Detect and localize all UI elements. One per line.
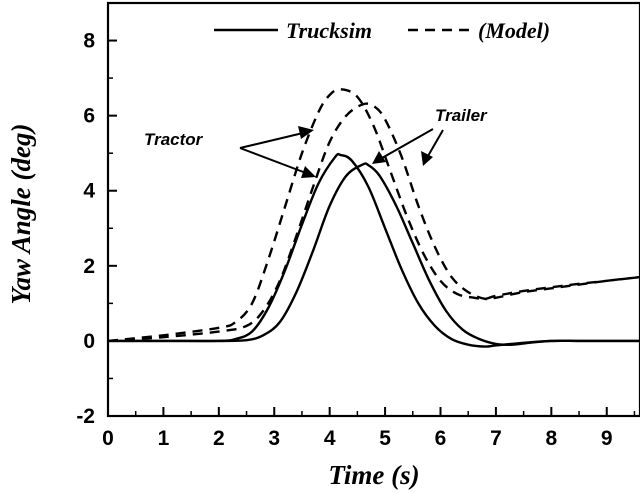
x-tick-label: 1 xyxy=(158,427,170,450)
annotations: Tractor Trailer xyxy=(144,106,488,178)
plot-area xyxy=(108,88,640,348)
series-line-1-solid xyxy=(108,162,640,346)
y-tick-label: 4 xyxy=(83,180,95,203)
x-tick-label: 6 xyxy=(435,427,447,450)
tractor-arrow-upper-head xyxy=(298,126,314,139)
tractor-arrow-upper xyxy=(239,132,304,149)
x-tick-label: 5 xyxy=(379,427,391,450)
series-line-0-solid xyxy=(108,152,640,348)
x-tick-label: 3 xyxy=(268,427,280,450)
annotation-trailer: Trailer xyxy=(435,106,488,125)
y-tick-label: 8 xyxy=(83,30,95,53)
y-tick-label: 6 xyxy=(83,105,95,128)
axis-ticks xyxy=(107,39,636,417)
x-axis-title: Time (s) xyxy=(328,460,419,490)
y-tick-label: 2 xyxy=(83,255,95,278)
trailer-arrow-left-head xyxy=(372,151,386,164)
trailer-arrow-left xyxy=(381,128,434,159)
series-line-2-dashed xyxy=(108,88,640,343)
y-tick-label: -2 xyxy=(76,405,95,428)
x-tick-label: 0 xyxy=(102,427,114,450)
x-tick-label: 4 xyxy=(324,427,336,450)
legend-label-trucksim: Trucksim xyxy=(286,18,372,43)
x-tick-label: 7 xyxy=(490,427,502,450)
annotation-tractor: Tractor xyxy=(144,130,204,149)
series-line-3-dashed xyxy=(108,102,640,343)
plot-frame xyxy=(106,1,640,418)
x-tick-label: 2 xyxy=(213,427,225,450)
tick-labels: 0 1 2 3 4 5 6 7 8 9 -2 0 2 4 6 8 xyxy=(76,30,612,450)
x-tick-label: 8 xyxy=(545,427,557,450)
trailer-arrow-right-head xyxy=(421,151,433,166)
tractor-arrow-lower xyxy=(239,147,307,174)
x-tick-label: 9 xyxy=(601,427,613,450)
trailer-arrow-right xyxy=(427,129,444,157)
y-axis-title: Yaw Angle (deg) xyxy=(6,124,36,305)
legend-label-model: (Model) xyxy=(478,18,550,43)
y-tick-label: 0 xyxy=(83,330,95,353)
tractor-arrow-lower-head xyxy=(301,166,316,178)
legend: Trucksim (Model) xyxy=(214,18,550,43)
